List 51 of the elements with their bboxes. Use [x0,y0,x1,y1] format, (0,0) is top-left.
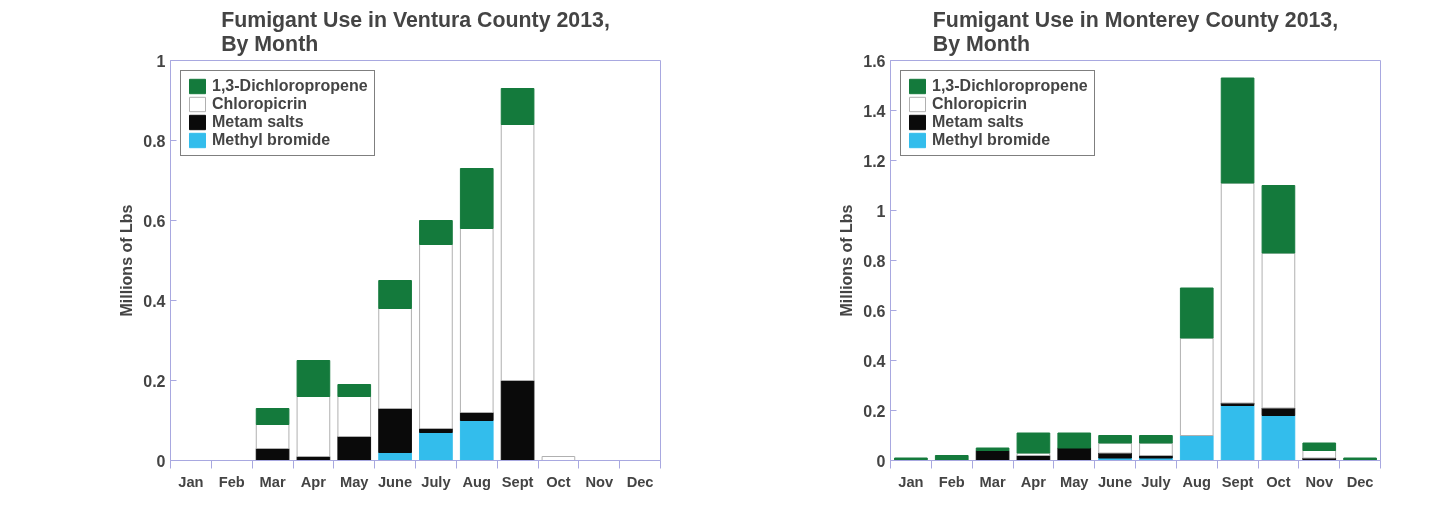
x-tick-label: Jan [178,473,204,490]
x-tick-label: June [1097,473,1133,490]
x-tick-label: Oct [1266,473,1291,490]
x-tick-label: Oct [546,473,571,490]
y-tick-label: 0.6 [863,302,886,320]
y-tick-label: 0.2 [863,402,886,420]
y-tick-label: 0.4 [143,292,166,310]
x-tick-label: Nov [1305,473,1334,490]
y-tick-label: 0.8 [143,132,166,150]
x-tick-label: Feb [218,473,245,490]
legend-label: 1,3-Dichloropropene [932,77,1088,95]
y-axis-title: Millions of Lbs [118,204,136,317]
chart-title: Fumigant Use in Ventura County 2013, By Month [221,7,610,56]
x-tick-label: Sept [1221,473,1254,490]
y-tick-label: 1.2 [863,152,886,170]
y-tick-label: 0.8 [863,252,886,270]
x-tick-label: Aug [1182,473,1212,490]
x-tick-label: May [339,473,370,490]
y-tick-label: 0.4 [863,352,886,370]
y-tick-label: 0.2 [143,372,166,390]
x-tick-label: Jan [898,473,924,490]
x-tick-label: Mar [259,473,286,490]
x-tick-label: Aug [462,473,492,490]
x-tick-label: Mar [979,473,1006,490]
x-tick-label: Dec [626,473,654,490]
x-tick-label: Dec [1346,473,1374,490]
x-tick-label: Nov [585,473,614,490]
x-tick-label: July [1141,473,1172,490]
y-tick-label: 1.4 [863,102,886,120]
y-axis-title: Millions of Lbs [838,204,856,317]
x-tick-label: July [421,473,452,490]
y-tick-label: 1 [156,52,166,70]
x-tick-label: June [377,473,413,490]
chart-title: Fumigant Use in Monterey County 2013, By Month [932,7,1339,56]
y-tick-label: 1 [876,202,886,220]
y-tick-label: 0 [876,452,886,470]
legend-label: 1,3-Dichloropropene [212,77,368,95]
legend-label: Metam salts [212,113,304,131]
x-tick-label: Apr [1020,473,1047,490]
x-tick-label: Apr [300,473,327,490]
x-tick-label: May [1059,473,1090,490]
y-tick-label: 0.6 [143,212,166,230]
x-tick-label: Feb [938,473,965,490]
y-tick-label: 1.6 [863,52,886,70]
legend-label: Metam salts [932,113,1024,131]
legend-label: Methyl bromide [932,131,1051,149]
x-tick-label: Sept [501,473,534,490]
legend-label: Chloropicrin [212,95,308,113]
legend-label: Methyl bromide [212,131,331,149]
legend-label: Chloropicrin [932,95,1028,113]
y-tick-label: 0 [156,452,166,470]
